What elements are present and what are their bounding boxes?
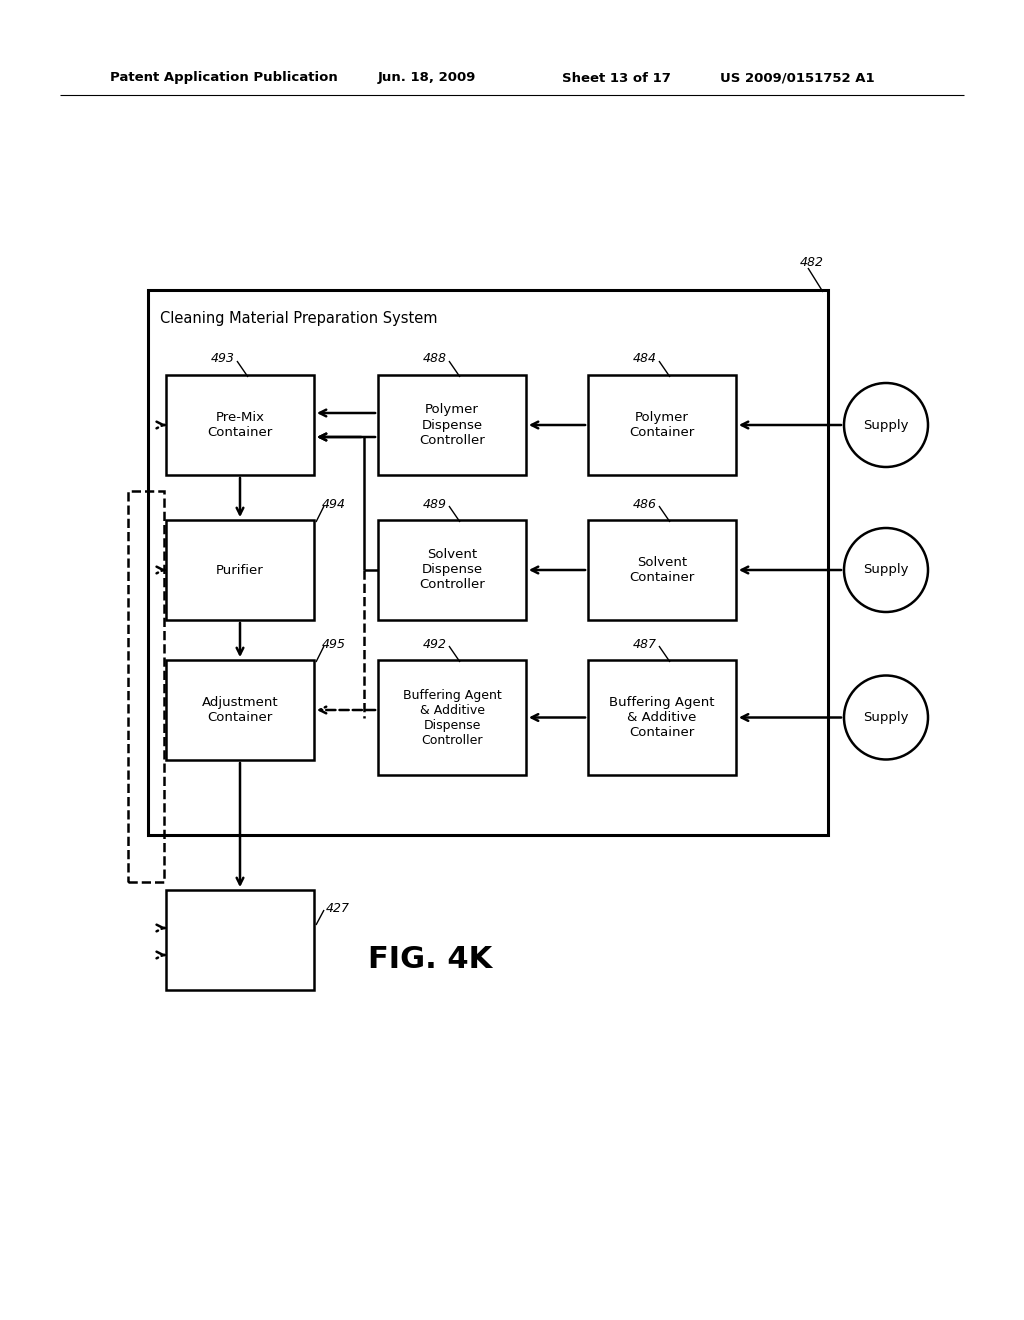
Text: Solvent
Container: Solvent Container bbox=[630, 556, 694, 583]
Bar bbox=[166, 375, 314, 475]
Text: 489: 489 bbox=[423, 498, 447, 511]
Text: Solvent
Dispense
Controller: Solvent Dispense Controller bbox=[419, 549, 485, 591]
Bar bbox=[588, 375, 736, 475]
Text: Adjustment
Container: Adjustment Container bbox=[202, 696, 279, 723]
Text: US 2009/0151752 A1: US 2009/0151752 A1 bbox=[720, 71, 874, 84]
Text: 427: 427 bbox=[326, 902, 350, 915]
Text: Sheet 13 of 17: Sheet 13 of 17 bbox=[562, 71, 671, 84]
Text: Supply: Supply bbox=[863, 418, 908, 432]
Text: Supply: Supply bbox=[863, 711, 908, 723]
Circle shape bbox=[844, 676, 928, 759]
Text: Buffering Agent
& Additive
Container: Buffering Agent & Additive Container bbox=[609, 696, 715, 739]
Text: FIG. 4K: FIG. 4K bbox=[368, 945, 493, 974]
Text: Polymer
Dispense
Controller: Polymer Dispense Controller bbox=[419, 404, 485, 446]
Text: 492: 492 bbox=[423, 638, 447, 651]
Bar bbox=[128, 491, 164, 882]
Text: 482: 482 bbox=[800, 256, 824, 268]
Text: Supply: Supply bbox=[863, 564, 908, 577]
Text: 494: 494 bbox=[322, 498, 346, 511]
Circle shape bbox=[844, 528, 928, 612]
Text: 486: 486 bbox=[633, 498, 657, 511]
Text: 495: 495 bbox=[322, 638, 346, 651]
Text: Pre-Mix
Container: Pre-Mix Container bbox=[208, 411, 272, 440]
Text: Jun. 18, 2009: Jun. 18, 2009 bbox=[378, 71, 476, 84]
Text: Buffering Agent
& Additive
Dispense
Controller: Buffering Agent & Additive Dispense Cont… bbox=[402, 689, 502, 747]
Bar bbox=[588, 520, 736, 620]
Bar bbox=[378, 520, 526, 620]
Text: 487: 487 bbox=[633, 638, 657, 651]
Circle shape bbox=[844, 383, 928, 467]
Text: 488: 488 bbox=[423, 352, 447, 366]
Bar bbox=[166, 520, 314, 620]
Bar bbox=[148, 290, 828, 836]
Text: Purifier: Purifier bbox=[216, 564, 264, 577]
Text: Polymer
Container: Polymer Container bbox=[630, 411, 694, 440]
Bar bbox=[378, 375, 526, 475]
Bar bbox=[166, 890, 314, 990]
Text: Cleaning Material Preparation System: Cleaning Material Preparation System bbox=[160, 310, 437, 326]
Text: Patent Application Publication: Patent Application Publication bbox=[110, 71, 338, 84]
Bar bbox=[166, 660, 314, 760]
Text: 493: 493 bbox=[211, 352, 234, 366]
Text: 484: 484 bbox=[633, 352, 657, 366]
Bar bbox=[588, 660, 736, 775]
Bar bbox=[378, 660, 526, 775]
